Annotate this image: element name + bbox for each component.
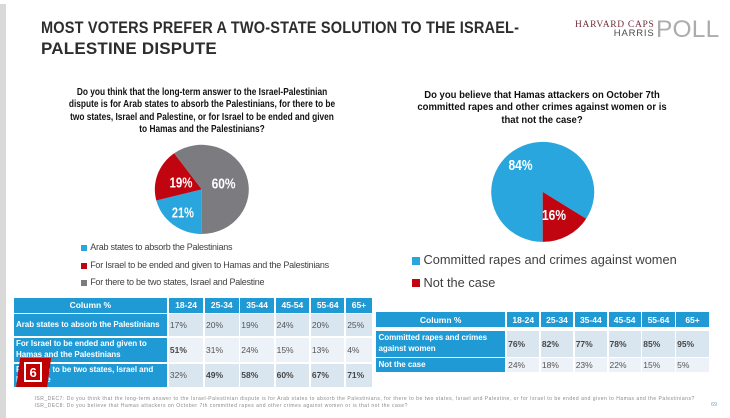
svg-text:84%: 84% (509, 158, 533, 174)
svg-text:21%: 21% (172, 206, 194, 222)
svg-text:16%: 16% (542, 208, 566, 224)
svg-text:19%: 19% (170, 175, 193, 191)
svg-text:60%: 60% (212, 177, 236, 193)
